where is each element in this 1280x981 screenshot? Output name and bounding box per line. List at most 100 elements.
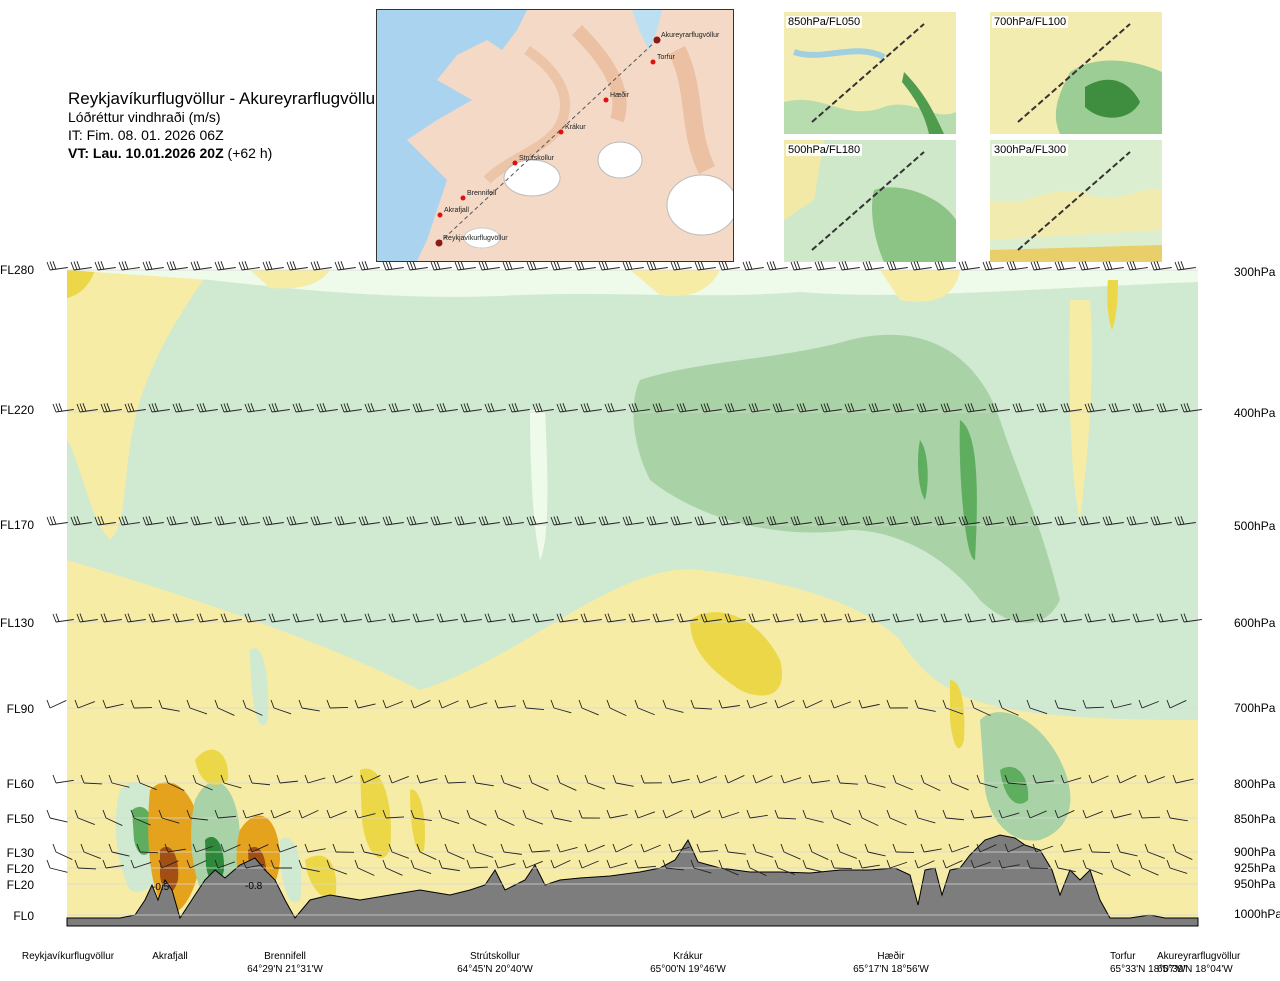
wind-barb <box>382 261 404 271</box>
wind-barb <box>166 516 188 526</box>
wind-barb <box>76 403 98 413</box>
wind-barb <box>478 261 500 271</box>
wind-barb <box>1138 859 1159 876</box>
wind-barb <box>444 843 465 860</box>
wind-barb <box>862 261 884 271</box>
wind-barb <box>690 809 711 819</box>
wind-barb <box>998 809 1020 819</box>
map-waypoint-marker[interactable] <box>650 59 656 65</box>
wind-barb <box>522 859 543 869</box>
wind-barb <box>100 403 122 413</box>
wind-barb <box>998 859 1020 869</box>
wind-barb <box>46 859 68 873</box>
wind-barb <box>1078 516 1100 526</box>
wind-barb <box>1054 516 1076 526</box>
wind-barb <box>940 613 962 623</box>
wind-barb <box>916 613 938 623</box>
wind-barb <box>500 843 522 855</box>
wind-barb <box>158 859 179 869</box>
wind-barb <box>130 809 151 826</box>
wind-barb <box>484 403 506 413</box>
wind-barb <box>556 843 578 853</box>
wind-barb <box>80 774 102 785</box>
fl-label-9: FL20 <box>6 862 34 876</box>
hpa-label-3: 500hPa <box>1234 519 1276 533</box>
wind-barb <box>190 261 212 271</box>
wind-barb <box>578 699 599 716</box>
wind-barb <box>354 809 376 819</box>
wind-barb <box>868 613 890 623</box>
map-waypoint-marker[interactable] <box>460 195 466 201</box>
wind-barb <box>364 613 386 623</box>
location-label-4: Strútskollur 64°45'N 20°40'W <box>457 950 533 976</box>
thumb-850hpa[interactable]: 850hPa/FL050 <box>784 12 956 134</box>
map-waypoint-marker[interactable] <box>603 97 609 103</box>
thumb-300hpa-label: 300hPa/FL300 <box>992 144 1069 156</box>
wind-barb <box>164 843 186 853</box>
wind-barb <box>964 613 986 623</box>
wind-barb <box>676 613 698 623</box>
wind-barb <box>298 809 319 819</box>
map-waypoint-marker[interactable] <box>558 129 564 135</box>
wind-barb <box>532 613 554 623</box>
wind-barb <box>430 261 452 271</box>
hpa-label-6: 800hPa <box>1234 777 1276 791</box>
wind-barb <box>942 699 964 715</box>
hpa-label-7: 850hPa <box>1234 812 1276 826</box>
title-block: Reykjavíkurflugvöllur - Akureyrarflugvöl… <box>68 90 381 162</box>
wind-barb <box>914 699 936 712</box>
wind-barb <box>766 261 788 271</box>
wind-barb <box>136 843 159 854</box>
fl-label-8: FL30 <box>6 846 34 860</box>
wind-barb <box>696 774 718 784</box>
wind-barb <box>192 843 214 853</box>
wind-barb <box>942 859 963 869</box>
wind-barb <box>934 516 956 526</box>
wind-barb <box>270 809 291 819</box>
route-map[interactable]: Reykjavíkurflugvöllur Akrafjall Brennifell… <box>376 9 734 262</box>
wind-barb <box>844 613 866 623</box>
map-waypoint-label: Strútskollur <box>519 155 555 162</box>
wind-barb <box>820 613 842 623</box>
location-name: Krákur <box>673 951 703 962</box>
route-map-svg: Reykjavíkurflugvöllur Akrafjall Brennifell… <box>377 10 733 261</box>
thumb-500hpa[interactable]: 500hPa/FL180 <box>784 140 956 262</box>
thumb-700hpa-label: 700hPa/FL100 <box>992 16 1069 28</box>
wind-barb <box>410 699 431 709</box>
fl-label-10: FL20 <box>6 878 34 892</box>
wind-barb <box>670 516 692 526</box>
wind-barb <box>1004 843 1025 853</box>
wind-barb <box>172 403 194 413</box>
fl-label-11: FL0 <box>13 909 34 923</box>
wind-barb <box>1006 516 1028 526</box>
fl-label-3: FL170 <box>0 518 35 532</box>
wind-barb <box>802 809 824 823</box>
wind-barb <box>460 613 482 623</box>
wind-barb <box>406 516 428 526</box>
wind-barb <box>958 261 980 271</box>
wind-barb <box>276 843 298 853</box>
map-waypoint-marker[interactable] <box>653 36 661 44</box>
wind-barb <box>118 516 140 526</box>
wind-barb <box>388 843 410 859</box>
wind-barb <box>1054 261 1076 271</box>
thumb-300hpa[interactable]: 300hPa/FL300 <box>990 140 1162 262</box>
wind-barb <box>1116 774 1137 784</box>
wind-barb <box>1174 261 1196 271</box>
wind-barb <box>604 613 626 623</box>
wind-barb <box>248 774 270 786</box>
wind-barb <box>746 809 768 819</box>
wind-barb <box>748 403 770 413</box>
map-waypoint-marker[interactable] <box>437 212 443 218</box>
wind-barb <box>214 699 235 716</box>
wind-barb <box>718 516 740 526</box>
wind-barb <box>382 699 403 709</box>
wind-barb <box>382 809 404 819</box>
wind-barb <box>724 613 746 623</box>
location-coord: 65°17'N 18°56'W <box>853 964 929 975</box>
map-waypoint-marker[interactable] <box>512 160 518 166</box>
thumb-700hpa[interactable]: 700hPa/FL100 <box>990 12 1162 134</box>
wind-barb <box>892 843 915 853</box>
map-waypoint-marker[interactable] <box>435 239 443 247</box>
